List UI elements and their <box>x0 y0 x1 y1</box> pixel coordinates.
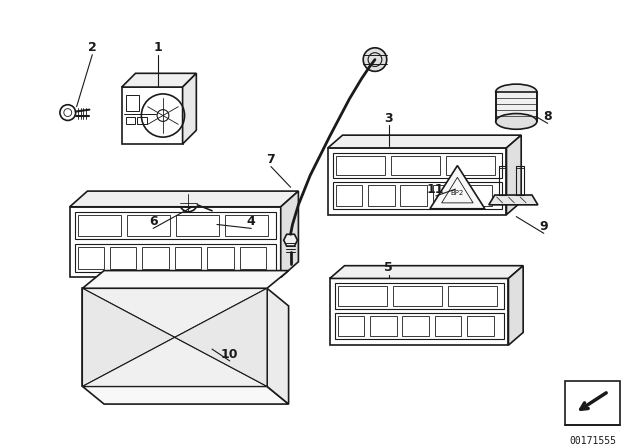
Bar <box>335 283 504 309</box>
Text: 10: 10 <box>221 348 239 361</box>
Bar <box>335 313 504 339</box>
Polygon shape <box>83 288 175 387</box>
Bar <box>77 215 121 236</box>
Bar <box>336 156 385 176</box>
Bar <box>138 116 147 125</box>
Polygon shape <box>508 266 523 345</box>
Text: 3: 3 <box>385 112 393 125</box>
Bar <box>176 215 219 236</box>
Bar <box>338 316 364 336</box>
Bar <box>142 247 169 269</box>
Bar <box>125 116 136 125</box>
Bar <box>207 247 234 269</box>
Bar <box>336 185 362 206</box>
Polygon shape <box>182 73 196 144</box>
Bar <box>122 87 182 144</box>
Bar <box>333 153 502 178</box>
Bar <box>467 316 493 336</box>
Text: 9: 9 <box>540 220 548 233</box>
Ellipse shape <box>496 113 537 129</box>
Bar <box>368 185 395 206</box>
Text: 11: 11 <box>427 183 445 196</box>
Bar <box>175 247 201 269</box>
Bar <box>77 247 104 269</box>
Bar <box>403 316 429 336</box>
Bar <box>401 185 427 206</box>
Bar <box>338 286 387 306</box>
Polygon shape <box>175 288 267 387</box>
Bar <box>70 207 281 277</box>
Bar <box>465 185 492 206</box>
Bar <box>328 148 506 215</box>
Polygon shape <box>284 234 298 246</box>
Bar <box>125 95 140 111</box>
Text: 1: 1 <box>154 41 163 54</box>
Polygon shape <box>122 73 196 87</box>
Text: 4: 4 <box>247 215 255 228</box>
Bar <box>496 92 537 121</box>
Bar <box>435 316 461 336</box>
Bar <box>433 185 460 206</box>
Bar <box>445 156 495 176</box>
Text: 6: 6 <box>149 215 157 228</box>
Bar <box>75 212 276 239</box>
Text: 2: 2 <box>88 41 97 54</box>
Bar <box>75 244 276 271</box>
Text: 8: 8 <box>543 110 552 123</box>
Text: 5: 5 <box>385 261 393 274</box>
Polygon shape <box>83 288 267 337</box>
Bar <box>333 182 502 209</box>
Bar <box>390 156 440 176</box>
Ellipse shape <box>496 84 537 100</box>
Text: BP2: BP2 <box>451 190 464 196</box>
Bar <box>239 247 266 269</box>
Bar <box>127 215 170 236</box>
Bar <box>565 382 620 425</box>
Bar <box>110 247 136 269</box>
Polygon shape <box>70 191 298 207</box>
Polygon shape <box>330 266 523 279</box>
Polygon shape <box>430 166 485 209</box>
Bar <box>225 215 268 236</box>
Circle shape <box>363 48 387 71</box>
Polygon shape <box>489 195 538 205</box>
Bar <box>370 316 397 336</box>
Polygon shape <box>83 387 289 404</box>
Bar <box>83 288 267 387</box>
Polygon shape <box>281 191 298 277</box>
Text: 7: 7 <box>266 153 275 166</box>
Bar <box>392 286 442 306</box>
Bar <box>447 286 497 306</box>
Polygon shape <box>83 337 267 387</box>
Text: 00171555: 00171555 <box>570 436 616 447</box>
Polygon shape <box>506 135 521 215</box>
Polygon shape <box>267 288 289 404</box>
Bar <box>330 279 508 345</box>
Polygon shape <box>83 271 289 288</box>
Polygon shape <box>328 135 521 148</box>
